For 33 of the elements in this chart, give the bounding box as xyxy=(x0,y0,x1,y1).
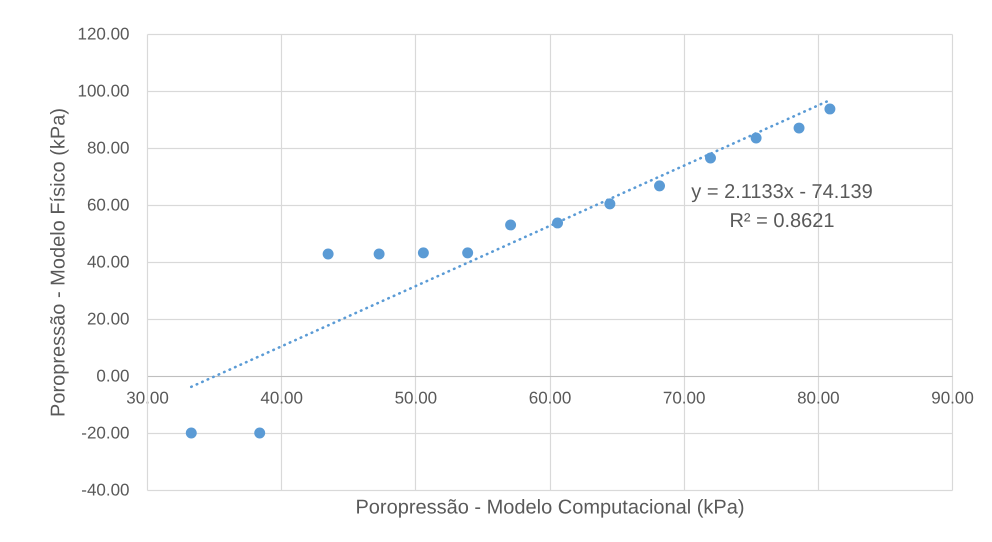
point xyxy=(186,428,197,438)
point xyxy=(705,152,716,164)
y-tick-label: 60.00 xyxy=(86,196,130,214)
x-tick-label: 50.00 xyxy=(394,388,438,408)
y-tick-label: -20.00 xyxy=(81,424,130,442)
x-tick-label: 30.00 xyxy=(126,388,169,408)
y-tick-label: 100.00 xyxy=(78,82,130,100)
point xyxy=(824,103,836,114)
point xyxy=(462,247,474,258)
annotation: R² = 0.8621 xyxy=(729,210,835,232)
y-tick-label: 0.00 xyxy=(96,366,130,386)
y-tick-label: 120.00 xyxy=(78,24,130,44)
y-tick-label: 20.00 xyxy=(86,310,130,328)
point xyxy=(604,198,616,210)
point xyxy=(750,132,762,144)
point xyxy=(254,428,266,438)
annotation: y = 2.1133x - 74.139 xyxy=(691,181,873,203)
point xyxy=(418,247,429,258)
y-axis-title: Poropressão - Modelo Físico (kPa) xyxy=(48,108,70,418)
y-tick-label: -40.00 xyxy=(81,480,130,500)
x-tick-label: 70.00 xyxy=(662,388,706,408)
y-tick-label: 40.00 xyxy=(86,252,130,272)
x-axis-title: Poropressão - Modelo Computacional (kPa) xyxy=(355,496,745,518)
y-tick-label: 80.00 xyxy=(86,138,130,158)
point xyxy=(374,248,385,260)
x-tick-label: 40.00 xyxy=(260,388,303,408)
x-tick-label: 60.00 xyxy=(528,388,572,408)
x-tick-label: 90.00 xyxy=(931,388,974,408)
point xyxy=(322,248,334,260)
point xyxy=(794,122,805,134)
point xyxy=(654,180,665,192)
x-tick-label: 80.00 xyxy=(797,388,840,408)
point xyxy=(505,219,516,230)
